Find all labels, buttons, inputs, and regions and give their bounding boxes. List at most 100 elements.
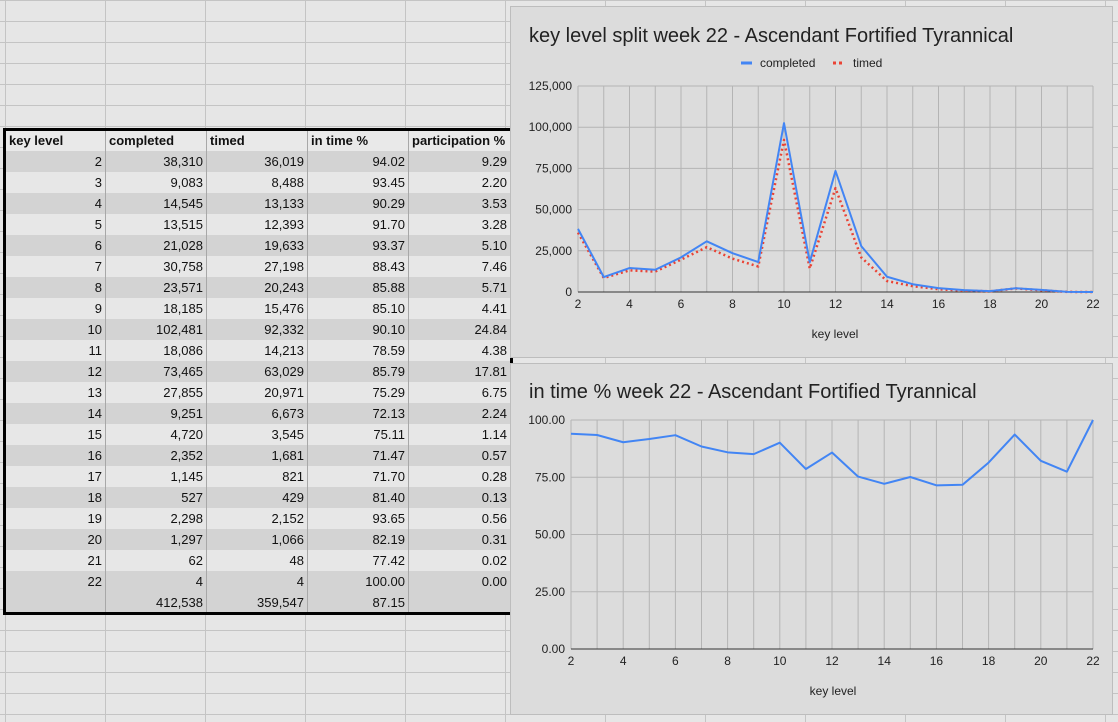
cell-timed[interactable]: 48 — [206, 550, 308, 572]
total-key-level[interactable] — [4, 592, 106, 614]
cell-timed[interactable]: 14,213 — [206, 339, 308, 361]
cell-key-level[interactable]: 4 — [4, 192, 106, 214]
cell-participation-pct[interactable]: 9.29 — [408, 150, 512, 172]
cell-timed[interactable]: 1,066 — [206, 529, 308, 551]
cell-participation-pct[interactable]: 0.31 — [408, 529, 512, 551]
cell-timed[interactable]: 821 — [206, 465, 308, 487]
cell-key-level[interactable]: 9 — [4, 297, 106, 319]
cell-in-time-pct[interactable]: 94.02 — [307, 150, 409, 172]
key-level-split-chart[interactable]: key level split week 22 - Ascendant Fort… — [510, 6, 1113, 358]
cell-participation-pct[interactable]: 0.02 — [408, 550, 512, 572]
cell-in-time-pct[interactable]: 88.43 — [307, 255, 409, 277]
cell-participation-pct[interactable]: 5.71 — [408, 276, 512, 298]
header-timed[interactable]: timed — [206, 129, 308, 151]
cell-timed[interactable]: 12,393 — [206, 213, 308, 235]
cell-timed[interactable]: 8,488 — [206, 171, 308, 193]
cell-completed[interactable]: 4,720 — [105, 423, 207, 445]
cell-completed[interactable]: 23,571 — [105, 276, 207, 298]
cell-participation-pct[interactable]: 0.00 — [408, 571, 512, 593]
cell-completed[interactable]: 9,083 — [105, 171, 207, 193]
cell-completed[interactable]: 4 — [105, 571, 207, 593]
cell-participation-pct[interactable]: 7.46 — [408, 255, 512, 277]
cell-participation-pct[interactable]: 0.28 — [408, 465, 512, 487]
cell-key-level[interactable]: 14 — [4, 402, 106, 424]
cell-timed[interactable]: 63,029 — [206, 360, 308, 382]
total-in-time-pct[interactable]: 87.15 — [307, 592, 409, 614]
cell-completed[interactable]: 2,352 — [105, 444, 207, 466]
cell-in-time-pct[interactable]: 75.29 — [307, 381, 409, 403]
header-in-time-pct[interactable]: in time % — [307, 129, 409, 151]
cell-completed[interactable]: 18,086 — [105, 339, 207, 361]
cell-in-time-pct[interactable]: 82.19 — [307, 529, 409, 551]
cell-participation-pct[interactable]: 0.56 — [408, 508, 512, 530]
cell-in-time-pct[interactable]: 93.37 — [307, 234, 409, 256]
cell-in-time-pct[interactable]: 100.00 — [307, 571, 409, 593]
cell-in-time-pct[interactable]: 71.70 — [307, 465, 409, 487]
cell-timed[interactable]: 20,971 — [206, 381, 308, 403]
cell-timed[interactable]: 3,545 — [206, 423, 308, 445]
cell-timed[interactable]: 4 — [206, 571, 308, 593]
cell-completed[interactable]: 38,310 — [105, 150, 207, 172]
cell-completed[interactable]: 21,028 — [105, 234, 207, 256]
cell-participation-pct[interactable]: 0.57 — [408, 444, 512, 466]
header-participation-pct[interactable]: participation % — [408, 129, 512, 151]
cell-in-time-pct[interactable]: 75.11 — [307, 423, 409, 445]
total-timed[interactable]: 359,547 — [206, 592, 308, 614]
cell-key-level[interactable]: 11 — [4, 339, 106, 361]
cell-participation-pct[interactable]: 4.41 — [408, 297, 512, 319]
cell-in-time-pct[interactable]: 90.29 — [307, 192, 409, 214]
cell-participation-pct[interactable]: 3.53 — [408, 192, 512, 214]
cell-timed[interactable]: 36,019 — [206, 150, 308, 172]
cell-in-time-pct[interactable]: 78.59 — [307, 339, 409, 361]
cell-completed[interactable]: 527 — [105, 487, 207, 509]
cell-timed[interactable]: 27,198 — [206, 255, 308, 277]
cell-in-time-pct[interactable]: 93.65 — [307, 508, 409, 530]
cell-timed[interactable]: 15,476 — [206, 297, 308, 319]
cell-completed[interactable]: 62 — [105, 550, 207, 572]
cell-completed[interactable]: 30,758 — [105, 255, 207, 277]
cell-key-level[interactable]: 21 — [4, 550, 106, 572]
cell-key-level[interactable]: 3 — [4, 171, 106, 193]
cell-completed[interactable]: 18,185 — [105, 297, 207, 319]
cell-participation-pct[interactable]: 6.75 — [408, 381, 512, 403]
cell-key-level[interactable]: 22 — [4, 571, 106, 593]
cell-in-time-pct[interactable]: 85.10 — [307, 297, 409, 319]
in-time-pct-chart[interactable]: in time % week 22 - Ascendant Fortified … — [510, 363, 1113, 715]
cell-key-level[interactable]: 18 — [4, 487, 106, 509]
cell-in-time-pct[interactable]: 72.13 — [307, 402, 409, 424]
cell-in-time-pct[interactable]: 91.70 — [307, 213, 409, 235]
header-completed[interactable]: completed — [105, 129, 207, 151]
cell-in-time-pct[interactable]: 77.42 — [307, 550, 409, 572]
cell-key-level[interactable]: 5 — [4, 213, 106, 235]
total-completed[interactable]: 412,538 — [105, 592, 207, 614]
cell-key-level[interactable]: 17 — [4, 465, 106, 487]
cell-key-level[interactable]: 2 — [4, 150, 106, 172]
cell-completed[interactable]: 27,855 — [105, 381, 207, 403]
cell-participation-pct[interactable]: 5.10 — [408, 234, 512, 256]
cell-key-level[interactable]: 20 — [4, 529, 106, 551]
cell-completed[interactable]: 2,298 — [105, 508, 207, 530]
total-participation-pct[interactable] — [408, 592, 512, 614]
cell-completed[interactable]: 13,515 — [105, 213, 207, 235]
cell-completed[interactable]: 1,297 — [105, 529, 207, 551]
cell-in-time-pct[interactable]: 90.10 — [307, 318, 409, 340]
cell-participation-pct[interactable]: 17.81 — [408, 360, 512, 382]
cell-participation-pct[interactable]: 2.20 — [408, 171, 512, 193]
cell-key-level[interactable]: 16 — [4, 444, 106, 466]
cell-key-level[interactable]: 12 — [4, 360, 106, 382]
cell-key-level[interactable]: 8 — [4, 276, 106, 298]
cell-participation-pct[interactable]: 3.28 — [408, 213, 512, 235]
cell-timed[interactable]: 1,681 — [206, 444, 308, 466]
cell-key-level[interactable]: 6 — [4, 234, 106, 256]
cell-timed[interactable]: 92,332 — [206, 318, 308, 340]
cell-completed[interactable]: 1,145 — [105, 465, 207, 487]
header-key-level[interactable]: key level — [4, 129, 106, 151]
cell-key-level[interactable]: 7 — [4, 255, 106, 277]
cell-participation-pct[interactable]: 4.38 — [408, 339, 512, 361]
cell-timed[interactable]: 6,673 — [206, 402, 308, 424]
cell-participation-pct[interactable]: 2.24 — [408, 402, 512, 424]
cell-timed[interactable]: 13,133 — [206, 192, 308, 214]
cell-completed[interactable]: 102,481 — [105, 318, 207, 340]
cell-key-level[interactable]: 13 — [4, 381, 106, 403]
cell-timed[interactable]: 2,152 — [206, 508, 308, 530]
